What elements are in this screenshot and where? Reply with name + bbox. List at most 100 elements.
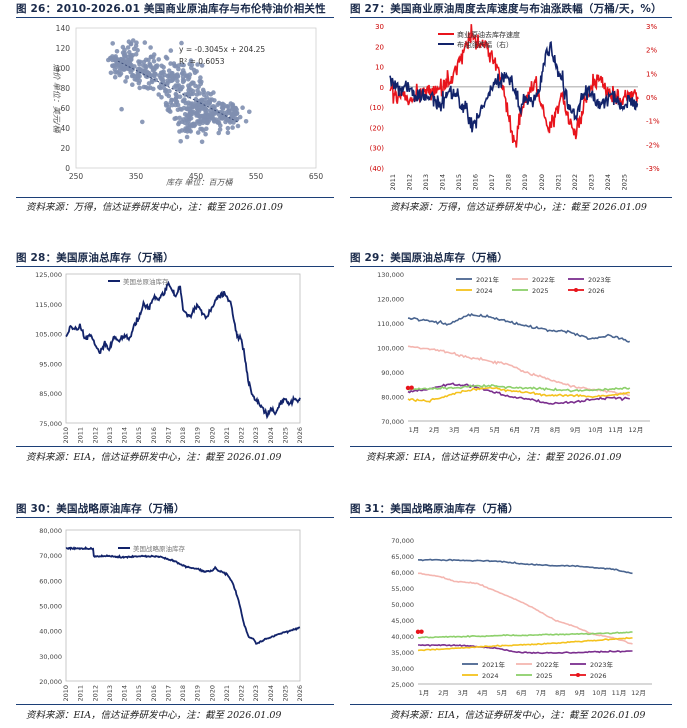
data-point [195,62,200,67]
data-point [122,54,127,60]
data-point [219,110,225,115]
r-squared-label: R² = 0.6053 [179,57,225,66]
x-tick-label: 2022 [571,174,579,191]
x-tick-label: 2020 [208,427,216,444]
figure-30-title: 图 30：美国战略原油库存（万桶） [16,503,185,515]
x-tick-label: 2013 [106,427,114,444]
figure-29-bottom-rule [350,446,672,447]
y-tick-label: 120 [56,44,71,53]
data-point [203,131,208,137]
y-tick-label: 40,000 [39,628,62,636]
x-tick-label: 2015 [135,427,143,444]
data-point [168,48,174,53]
figure-31-bottom-rule [350,704,672,705]
x-tick-label: 2022 [238,427,246,444]
left-y-tick-label: 20 [375,43,384,51]
x-tick-label: 2018 [179,427,187,444]
y-tick-label: 75,000 [39,420,62,428]
x-tick-label: 2021 [223,685,231,702]
data-point [167,78,173,84]
y-tick-label: 60,000 [39,577,62,585]
data-point [184,73,189,79]
data-point [180,98,186,104]
x-tick-label: 12月 [628,426,643,434]
x-tick-label: 2021 [223,427,231,444]
legend-label: 2021年 [482,660,506,669]
figure-30-top-rule [16,517,334,518]
data-point [150,55,156,60]
data-point [225,125,231,131]
data-point [143,66,148,71]
data-point [163,103,169,108]
seasonal-chart-31: 70,000 65,000 60,000 55,000 50,000 45,000 40,0… [391,537,652,697]
left-y-tick-label: (20) [370,124,385,132]
regression-equation: y = -0.3045x + 204.25 [179,45,265,54]
data-point [196,102,202,108]
data-point [110,41,115,46]
y-tick-label: 80 [60,84,70,93]
data-point [198,75,203,80]
left-y-tick-label: (30) [370,145,385,153]
y-tick-label: 70,000 [391,537,414,545]
right-y-tick-label: 1% [646,70,657,78]
data-point [220,106,226,111]
data-point [187,72,193,77]
x-tick-label: 2015 [135,685,143,702]
x-tick-label: 2017 [164,685,172,702]
y-tick-label: 35,000 [391,649,414,657]
y-tick-label: 85,000 [39,390,62,398]
legend-label: 商业原油去库存速度 [457,30,520,39]
figure-28-title: 图 28：美国原油总库存（万桶） [16,252,174,264]
x-tick-label: 2016 [472,174,480,191]
x-tick-label: 2021 [554,174,562,191]
data-point [196,84,201,89]
figure-29-top-rule [350,266,672,267]
data-point [204,126,209,132]
x-tick-label: 2015 [455,174,463,191]
data-point [115,57,121,62]
data-point [134,77,139,82]
y-axis-label: 油价 单位：美元/桶 [52,63,61,133]
data-point [156,92,161,97]
data-point [148,45,153,50]
legend-label: 2022年 [532,275,556,284]
y-tick-label: 55,000 [391,585,414,593]
legend-label: 美国总原油库存 [123,277,169,286]
data-point [169,73,174,79]
y-tick-label: 50,000 [39,603,62,611]
data-point [165,107,171,113]
x-axis-label: 库存 单位：百万桶 [166,178,234,187]
x-tick-label: 2017 [164,427,172,444]
x-tick-label: 6月 [510,426,521,434]
figure-27-source: 资料来源：万得，信达证券研发中心，注：截至 2026.01.09 [390,202,647,213]
data-point [137,59,143,65]
y-tick-label: 30,000 [391,665,414,673]
x-tick-label: 2010 [62,685,70,702]
data-point [162,72,168,78]
y-tick-label: 30,000 [39,653,62,661]
data-point [175,107,181,113]
x-tick-label: 1月 [419,689,430,697]
data-point [156,57,161,62]
data-point [199,139,205,145]
y-tick-label: 80,000 [39,527,62,535]
series-line-2022年 [407,345,630,397]
x-tick-label: 2012 [91,685,99,702]
data-point [177,115,182,121]
data-point [149,79,155,85]
figure-26-bottom-rule [16,197,334,198]
data-point [194,106,200,111]
data-point [142,40,148,45]
legend-label: 2022年 [536,660,560,669]
data-point [150,67,156,73]
data-point [181,78,187,84]
data-point [172,116,177,121]
series-line-2023年 [407,382,631,405]
figure-26-title: 图 26：2010-2026.01 美国商业原油库存与布伦特油价相关性 [16,3,326,15]
data-point [199,79,204,85]
y-tick-label: 60 [60,104,70,113]
series-line [65,545,301,645]
data-point [135,47,140,53]
data-point [175,74,180,79]
data-point [194,92,200,97]
